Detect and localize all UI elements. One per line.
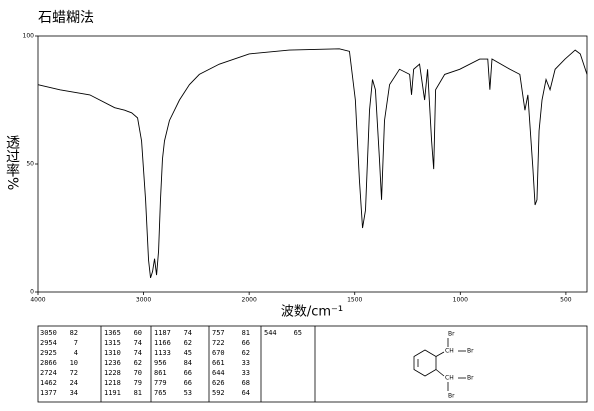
table-cell: 62 (184, 339, 192, 347)
y-tick-label: 100 (23, 33, 35, 40)
benzene-ring (413, 349, 437, 377)
table-cell: 1377 (40, 389, 57, 397)
table-cell: 34 (70, 389, 78, 397)
table-cell: 64 (242, 389, 250, 397)
x-tick-label: 500 (560, 297, 572, 304)
table-cell: 626 (212, 379, 225, 387)
y-tick-label: 0 (30, 289, 34, 296)
table-cell: 53 (184, 389, 192, 397)
table-cell: 1187 (154, 329, 171, 337)
y-tick-label: 50 (26, 161, 34, 168)
table-cell: 544 (264, 329, 277, 337)
atom-label: Br (448, 393, 455, 400)
table-cell: 1310 (104, 349, 121, 357)
table-cell: 1462 (40, 379, 57, 387)
table-cell: 74 (184, 329, 192, 337)
table-cell: 66 (184, 369, 192, 377)
y-axis-label: 透过率% (4, 135, 20, 190)
table-cell: 68 (242, 379, 250, 387)
x-axis-label: 波数/cm⁻¹ (281, 305, 343, 320)
bond (435, 369, 445, 377)
table-cell: 592 (212, 389, 225, 397)
table-cell: 4 (74, 349, 78, 357)
atom-label: Br (448, 331, 455, 338)
bond (435, 351, 445, 357)
table-cell: 7 (74, 339, 78, 347)
table-cell: 1365 (104, 329, 121, 337)
table-cell: 62 (242, 349, 250, 357)
atom-label: CH (445, 375, 454, 382)
table-cell: 79 (134, 379, 142, 387)
x-tick-label: 2000 (242, 297, 257, 304)
plot-frame (37, 35, 588, 293)
table-cell: 2954 (40, 339, 57, 347)
x-tick-label: 4000 (30, 297, 45, 304)
table-cell: 861 (154, 369, 167, 377)
table-cell: 1218 (104, 379, 121, 387)
table-cell: 74 (134, 339, 142, 347)
atom-label: Br (467, 348, 474, 355)
table-cell: 66 (242, 339, 250, 347)
table-cell: 722 (212, 339, 225, 347)
table-cell: 24 (70, 379, 78, 387)
table-cell: 10 (70, 359, 78, 367)
table-cell: 1236 (104, 359, 121, 367)
table-cell: 33 (242, 369, 250, 377)
table-cell: 661 (212, 359, 225, 367)
table-cell: 670 (212, 349, 225, 357)
table-cell: 82 (70, 329, 78, 337)
table-cell: 1191 (104, 389, 121, 397)
table-cell: 757 (212, 329, 225, 337)
table-cell: 72 (70, 369, 78, 377)
table-cell: 81 (242, 329, 250, 337)
table-frame (37, 325, 588, 403)
structure (413, 338, 466, 391)
table-cell: 2724 (40, 369, 57, 377)
x-tick-label: 1500 (347, 297, 362, 304)
table-cell: 1315 (104, 339, 121, 347)
x-tick-label: 3000 (136, 297, 151, 304)
table-cell: 84 (184, 359, 192, 367)
table-cell: 1228 (104, 369, 121, 377)
chart-title: 石蜡糊法 (38, 10, 94, 26)
table-cell: 644 (212, 369, 225, 377)
table-cell: 779 (154, 379, 167, 387)
table-cell: 3050 (40, 329, 57, 337)
table-cell: 70 (134, 369, 142, 377)
table-cell: 33 (242, 359, 250, 367)
table-cell: 765 (154, 389, 167, 397)
table-cell: 62 (134, 359, 142, 367)
table-cell: 60 (134, 329, 142, 337)
table-cell: 66 (184, 379, 192, 387)
atom-label: CH (445, 348, 454, 355)
table-cell: 956 (154, 359, 167, 367)
x-tick-label: 1000 (453, 297, 468, 304)
table-cell: 45 (184, 349, 192, 357)
table-cell: 81 (134, 389, 142, 397)
spectrum-line (37, 48, 588, 279)
table-cell: 2925 (40, 349, 57, 357)
table-cell: 74 (134, 349, 142, 357)
atom-label: Br (467, 375, 474, 382)
table-cell: 1166 (154, 339, 171, 347)
table-cell: 65 (294, 329, 302, 337)
table-cell: 2866 (40, 359, 57, 367)
table-cell: 1133 (154, 349, 171, 357)
